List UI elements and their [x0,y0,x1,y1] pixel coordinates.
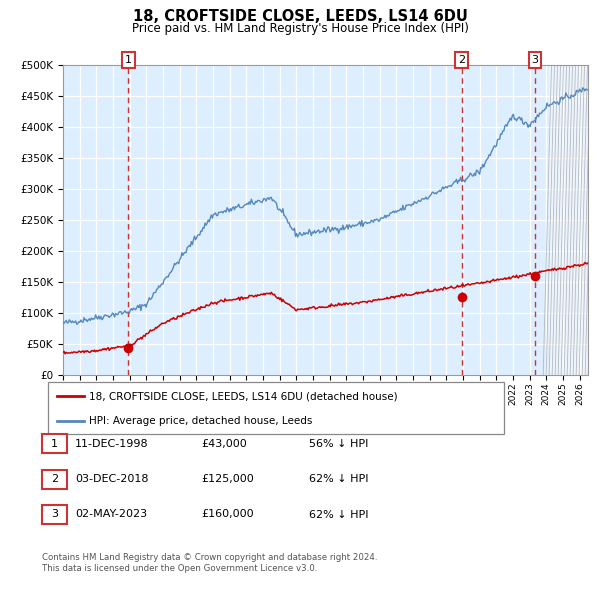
Text: 1: 1 [125,55,132,65]
Text: £43,000: £43,000 [201,439,247,448]
Text: 02-MAY-2023: 02-MAY-2023 [75,510,147,519]
Text: 03-DEC-2018: 03-DEC-2018 [75,474,149,484]
Text: HPI: Average price, detached house, Leeds: HPI: Average price, detached house, Leed… [89,416,312,425]
Text: 56% ↓ HPI: 56% ↓ HPI [309,439,368,448]
Text: £125,000: £125,000 [201,474,254,484]
Text: 11-DEC-1998: 11-DEC-1998 [75,439,149,448]
Bar [549,65,588,375]
Text: 2: 2 [458,55,465,65]
Text: Contains HM Land Registry data © Crown copyright and database right 2024.
This d: Contains HM Land Registry data © Crown c… [42,553,377,573]
Text: Price paid vs. HM Land Registry's House Price Index (HPI): Price paid vs. HM Land Registry's House … [131,22,469,35]
Text: 3: 3 [532,55,539,65]
Text: 2: 2 [51,474,58,484]
Text: £160,000: £160,000 [201,510,254,519]
Text: 62% ↓ HPI: 62% ↓ HPI [309,474,368,484]
Text: 1: 1 [51,439,58,448]
Text: 18, CROFTSIDE CLOSE, LEEDS, LS14 6DU: 18, CROFTSIDE CLOSE, LEEDS, LS14 6DU [133,9,467,24]
Text: 18, CROFTSIDE CLOSE, LEEDS, LS14 6DU (detached house): 18, CROFTSIDE CLOSE, LEEDS, LS14 6DU (de… [89,391,397,401]
Text: 3: 3 [51,510,58,519]
Text: 62% ↓ HPI: 62% ↓ HPI [309,510,368,519]
